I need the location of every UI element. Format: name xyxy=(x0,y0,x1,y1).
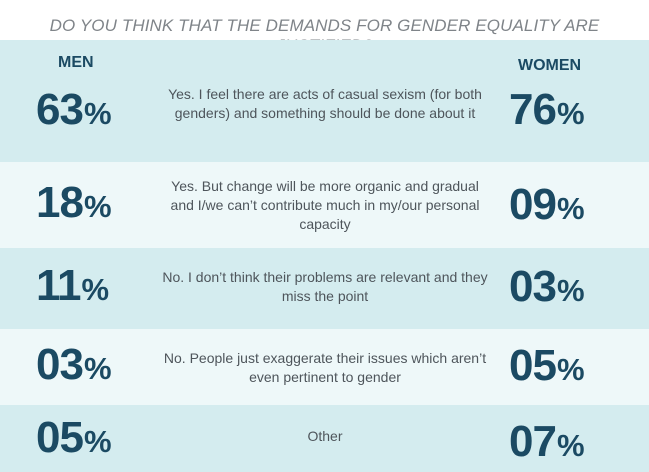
answer-text: Yes. I feel there are acts of casual sex… xyxy=(168,86,482,121)
row-background xyxy=(0,248,649,329)
women-value: 76 xyxy=(509,85,557,134)
women-percent: 76% xyxy=(509,85,585,135)
percent-sign: % xyxy=(556,191,585,226)
row-background xyxy=(0,329,649,405)
answer-text: Other xyxy=(307,428,343,444)
women-value: 09 xyxy=(509,180,557,229)
women-percent: 05% xyxy=(509,341,585,391)
men-value: 05 xyxy=(36,413,84,462)
men-value: 11 xyxy=(36,261,82,310)
women-value: 03 xyxy=(509,262,557,311)
men-percent: 18% xyxy=(36,178,112,228)
men-percent: 63% xyxy=(36,85,112,135)
percent-sign: % xyxy=(556,352,585,387)
answer-text: Yes. But change will be more organic and… xyxy=(170,178,480,232)
percent-sign: % xyxy=(83,96,112,131)
percent-sign: % xyxy=(556,273,585,308)
men-percent: 03% xyxy=(36,340,112,390)
women-percent: 03% xyxy=(509,262,585,312)
women-value: 07 xyxy=(509,417,557,466)
answer-text: No. I don’t think their problems are rel… xyxy=(162,269,488,304)
men-value: 03 xyxy=(36,340,84,389)
men-value: 18 xyxy=(36,178,84,227)
women-header: WOMEN xyxy=(518,57,582,74)
percent-sign: % xyxy=(83,424,112,459)
men-value: 63 xyxy=(36,85,84,134)
percent-sign: % xyxy=(83,189,112,224)
row-background xyxy=(0,405,649,472)
row-background xyxy=(0,162,649,248)
percent-sign: % xyxy=(556,96,585,131)
men-percent: 05% xyxy=(36,413,112,463)
men-header: MEN xyxy=(58,54,94,71)
row-background xyxy=(0,40,649,162)
men-percent: 11% xyxy=(36,261,109,311)
percent-sign: % xyxy=(556,428,585,463)
percent-sign: % xyxy=(83,351,112,386)
percent-sign: % xyxy=(81,272,110,307)
answer-text: No. People just exaggerate their issues … xyxy=(163,350,487,385)
women-percent: 07% xyxy=(509,417,585,467)
women-percent: 09% xyxy=(509,180,585,230)
women-value: 05 xyxy=(509,341,557,390)
